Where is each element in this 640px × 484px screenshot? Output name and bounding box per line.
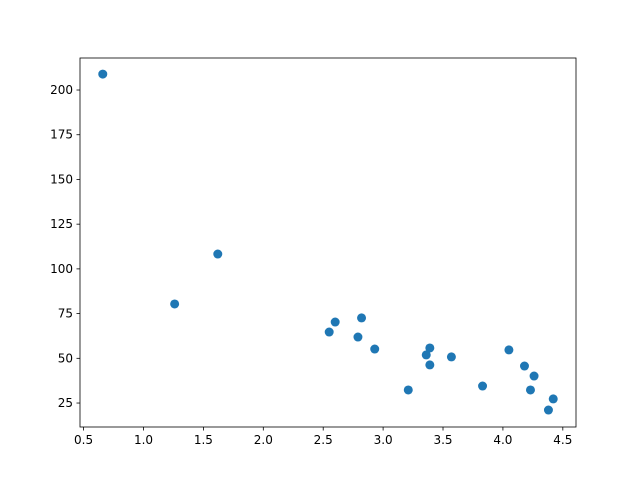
data-points xyxy=(98,69,558,415)
data-point xyxy=(425,343,435,353)
y-tick-label: 75 xyxy=(58,307,73,321)
x-tick-label: 2.5 xyxy=(314,433,333,447)
y-tick-label: 175 xyxy=(50,128,73,142)
data-point xyxy=(170,299,180,309)
y-tick-label: 100 xyxy=(50,262,73,276)
y-axis: 25 50 75 100 125 150 175 200 xyxy=(50,83,80,410)
y-tick-label: 200 xyxy=(50,83,73,97)
data-point xyxy=(98,69,108,79)
data-point xyxy=(425,360,435,370)
data-point xyxy=(519,361,529,371)
x-tick-label: 4.5 xyxy=(553,433,572,447)
data-point xyxy=(357,313,367,323)
data-point xyxy=(330,317,340,327)
x-tick-label: 4.0 xyxy=(493,433,512,447)
y-tick-label: 125 xyxy=(50,217,73,231)
data-point xyxy=(478,381,488,391)
x-tick-label: 1.0 xyxy=(134,433,153,447)
x-tick-label: 3.5 xyxy=(433,433,452,447)
data-point xyxy=(370,344,380,354)
data-point xyxy=(525,385,535,395)
data-point xyxy=(213,249,223,259)
data-point xyxy=(446,352,456,362)
x-tick-label: 3.0 xyxy=(374,433,393,447)
data-point xyxy=(504,345,514,355)
plot-area xyxy=(80,58,576,427)
data-point xyxy=(324,327,334,337)
y-tick-label: 50 xyxy=(58,351,73,365)
x-tick-label: 2.0 xyxy=(254,433,273,447)
data-point xyxy=(353,332,363,342)
data-point xyxy=(403,385,413,395)
data-point xyxy=(548,394,558,404)
data-point xyxy=(529,371,539,381)
data-point xyxy=(543,405,553,415)
x-tick-label: 0.5 xyxy=(74,433,93,447)
x-tick-label: 1.5 xyxy=(194,433,213,447)
plot-frame xyxy=(79,57,577,428)
y-tick-label: 25 xyxy=(58,396,73,410)
y-tick-label: 150 xyxy=(50,172,73,186)
x-axis: 0.5 1.0 1.5 2.0 2.5 3.0 3.5 4.0 4.5 xyxy=(74,427,572,447)
data-point xyxy=(421,350,431,360)
